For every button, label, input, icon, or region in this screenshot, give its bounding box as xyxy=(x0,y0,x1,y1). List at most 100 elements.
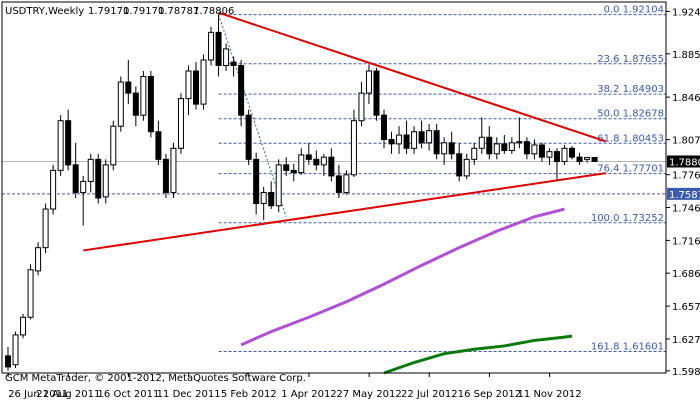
fib-level-label: 23.6 1.87655 xyxy=(597,54,664,65)
y-axis-tick-label: 1.59845 xyxy=(672,367,700,378)
fib-swing-line xyxy=(218,14,287,217)
candle xyxy=(508,137,515,154)
candle xyxy=(396,126,403,154)
candle xyxy=(313,150,320,171)
candle-body-up xyxy=(260,191,267,205)
candle xyxy=(456,142,463,182)
candle-body-down xyxy=(95,158,102,199)
candle xyxy=(50,164,57,215)
candle-body-down xyxy=(283,164,290,171)
candle-body-up xyxy=(478,136,485,149)
y-axis-tick-label: 1.71660 xyxy=(672,236,700,247)
candle xyxy=(546,148,553,165)
candle-body-up xyxy=(546,151,553,158)
candle-body-down xyxy=(230,61,237,66)
current-price-label: 1.78806 xyxy=(669,157,700,168)
candle-body-up xyxy=(320,156,327,166)
candle xyxy=(471,142,478,165)
x-axis-tick-label: 26 Jun 2011 xyxy=(8,389,68,400)
header-open: 1.79170 xyxy=(88,6,129,17)
candle xyxy=(516,117,523,149)
candle-body-up xyxy=(12,334,19,366)
candle xyxy=(478,117,485,154)
candle xyxy=(132,86,139,127)
candle xyxy=(283,157,290,176)
candle xyxy=(531,139,538,160)
candle xyxy=(80,175,87,226)
candle-body-up xyxy=(343,174,350,193)
x-axis-tick-label: 16 Oct 2011 xyxy=(98,389,160,400)
fib-level-label: 0.0 1.92104 xyxy=(604,5,664,16)
candle-body-down xyxy=(5,355,11,368)
candles xyxy=(5,14,598,371)
candle-body-down xyxy=(147,76,154,133)
candle-body-down xyxy=(253,158,260,205)
candle-body-up xyxy=(223,48,230,66)
candle-body-up xyxy=(35,247,42,272)
candle xyxy=(275,159,282,213)
candle-body-up xyxy=(298,154,305,174)
candle xyxy=(320,153,327,176)
header-high: 1.79170 xyxy=(123,6,164,17)
support-level-badge xyxy=(667,187,700,200)
candle-body-up xyxy=(275,164,282,207)
candle-body-down xyxy=(65,120,72,166)
y-axis-tick-label: 1.65710 xyxy=(672,302,700,313)
x-axis-tick-label: 16 Sep 2012 xyxy=(458,389,521,400)
moving-average-line xyxy=(383,334,573,375)
trendline-lower xyxy=(83,172,606,252)
candle xyxy=(238,59,245,127)
candle xyxy=(591,156,598,162)
candle xyxy=(463,153,470,180)
candle xyxy=(102,159,109,204)
candle xyxy=(343,170,350,195)
candle xyxy=(260,186,267,221)
candle-body-up xyxy=(102,164,109,198)
y-axis-tick-label: 1.88560 xyxy=(672,50,700,61)
candle-body-up xyxy=(358,92,365,122)
candle-body-up xyxy=(42,208,49,249)
candle xyxy=(335,164,342,198)
candle xyxy=(253,152,260,215)
y-axis-tick-label: 1.68690 xyxy=(672,269,700,280)
candle xyxy=(433,124,440,160)
y-axis-tick-label: 1.62735 xyxy=(672,335,700,346)
candle xyxy=(576,152,583,165)
candle xyxy=(27,264,34,320)
candle xyxy=(426,124,433,151)
candle xyxy=(72,142,79,198)
candle xyxy=(65,109,72,171)
support-level-label: 1.75875 xyxy=(669,190,700,201)
candle-body-up xyxy=(140,76,147,116)
candle xyxy=(245,109,252,165)
fib-level-label: 50.0 1.82678 xyxy=(597,109,664,120)
candle xyxy=(328,148,335,182)
candle-body-up xyxy=(117,81,124,127)
candle xyxy=(185,65,192,116)
x-axis-tick-label: 27 May 2012 xyxy=(337,389,402,400)
candle-body-up xyxy=(350,120,357,176)
copyright-footer: GCM MetaTrader, © 2001-2012, MetaQuotes … xyxy=(5,373,306,384)
candle xyxy=(20,313,27,339)
candle xyxy=(501,135,508,154)
candle xyxy=(208,26,215,66)
candle-body-up xyxy=(426,130,433,144)
candle xyxy=(230,56,237,77)
candle-body-up xyxy=(57,120,64,171)
candle xyxy=(147,71,154,138)
candle-body-down xyxy=(403,134,410,149)
chart-frame xyxy=(1,1,667,374)
candle-body-down xyxy=(328,156,335,177)
candle-body-down xyxy=(335,175,342,193)
candle xyxy=(418,120,425,149)
candle xyxy=(170,142,177,198)
candle xyxy=(12,331,19,369)
candle xyxy=(177,93,184,154)
candle xyxy=(162,153,169,198)
candle xyxy=(42,203,49,254)
candle-body-up xyxy=(396,134,403,145)
candle xyxy=(290,163,297,182)
candle-body-up xyxy=(411,131,418,149)
